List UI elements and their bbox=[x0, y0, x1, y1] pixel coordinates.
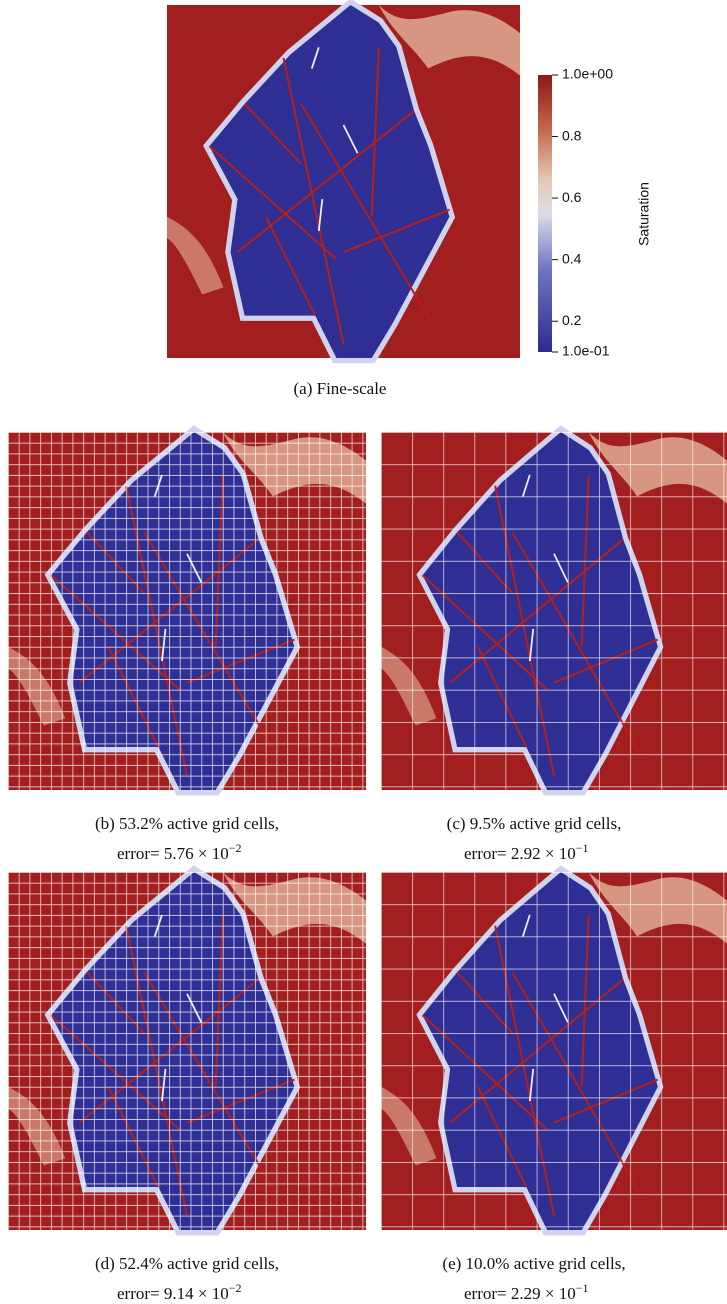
colorbar-tick-label: 0.2 bbox=[562, 312, 582, 328]
colorbar-tick-label: 1.0e-01 bbox=[562, 343, 610, 359]
panel-image bbox=[8, 872, 366, 1230]
panel-image bbox=[381, 872, 727, 1230]
colorbar-tick-label: 0.8 bbox=[562, 127, 582, 143]
error-exponent: −1 bbox=[576, 1281, 589, 1295]
caption: (d) 52.4% active grid cells, bbox=[95, 1254, 279, 1273]
colorbar-tick-label: 0.4 bbox=[562, 250, 582, 266]
error-exponent: −2 bbox=[229, 841, 242, 855]
panel-a-image bbox=[167, 5, 520, 358]
error-text: error= 9.14 × 10 bbox=[117, 1284, 229, 1303]
colorbar-tick-label: 1.0e+00 bbox=[562, 66, 613, 82]
caption: (b) 53.2% active grid cells, bbox=[95, 814, 279, 833]
grid-overlay bbox=[381, 872, 727, 1230]
error-text: error= 5.76 × 10 bbox=[117, 844, 229, 863]
error-text: error= 2.92 × 10 bbox=[464, 844, 576, 863]
grid-overlay bbox=[8, 872, 366, 1230]
grid-overlay bbox=[8, 432, 366, 790]
panels: (b) 53.2% active grid cells, error= 5.76 … bbox=[8, 432, 727, 1303]
error-exponent: −2 bbox=[229, 1281, 242, 1295]
caption: (c) 9.5% active grid cells, bbox=[447, 814, 622, 833]
error-caption: error= 5.76 × 10−2 bbox=[117, 841, 242, 863]
colorbar bbox=[538, 75, 552, 352]
caption: (e) 10.0% active grid cells, bbox=[442, 1254, 625, 1273]
panel-image bbox=[8, 432, 366, 790]
error-text: error= 2.29 × 10 bbox=[464, 1284, 576, 1303]
panel-image bbox=[381, 432, 727, 790]
error-exponent: −1 bbox=[576, 841, 589, 855]
caption: (a) Fine-scale bbox=[294, 379, 387, 398]
colorbar-title: Saturation bbox=[636, 182, 652, 246]
grid-overlay bbox=[381, 432, 727, 790]
error-caption: error= 9.14 × 10−2 bbox=[117, 1281, 242, 1303]
error-caption: error= 2.92 × 10−1 bbox=[464, 841, 589, 863]
colorbar-tick-label: 0.6 bbox=[562, 189, 582, 205]
error-caption: error= 2.29 × 10−1 bbox=[464, 1281, 589, 1303]
